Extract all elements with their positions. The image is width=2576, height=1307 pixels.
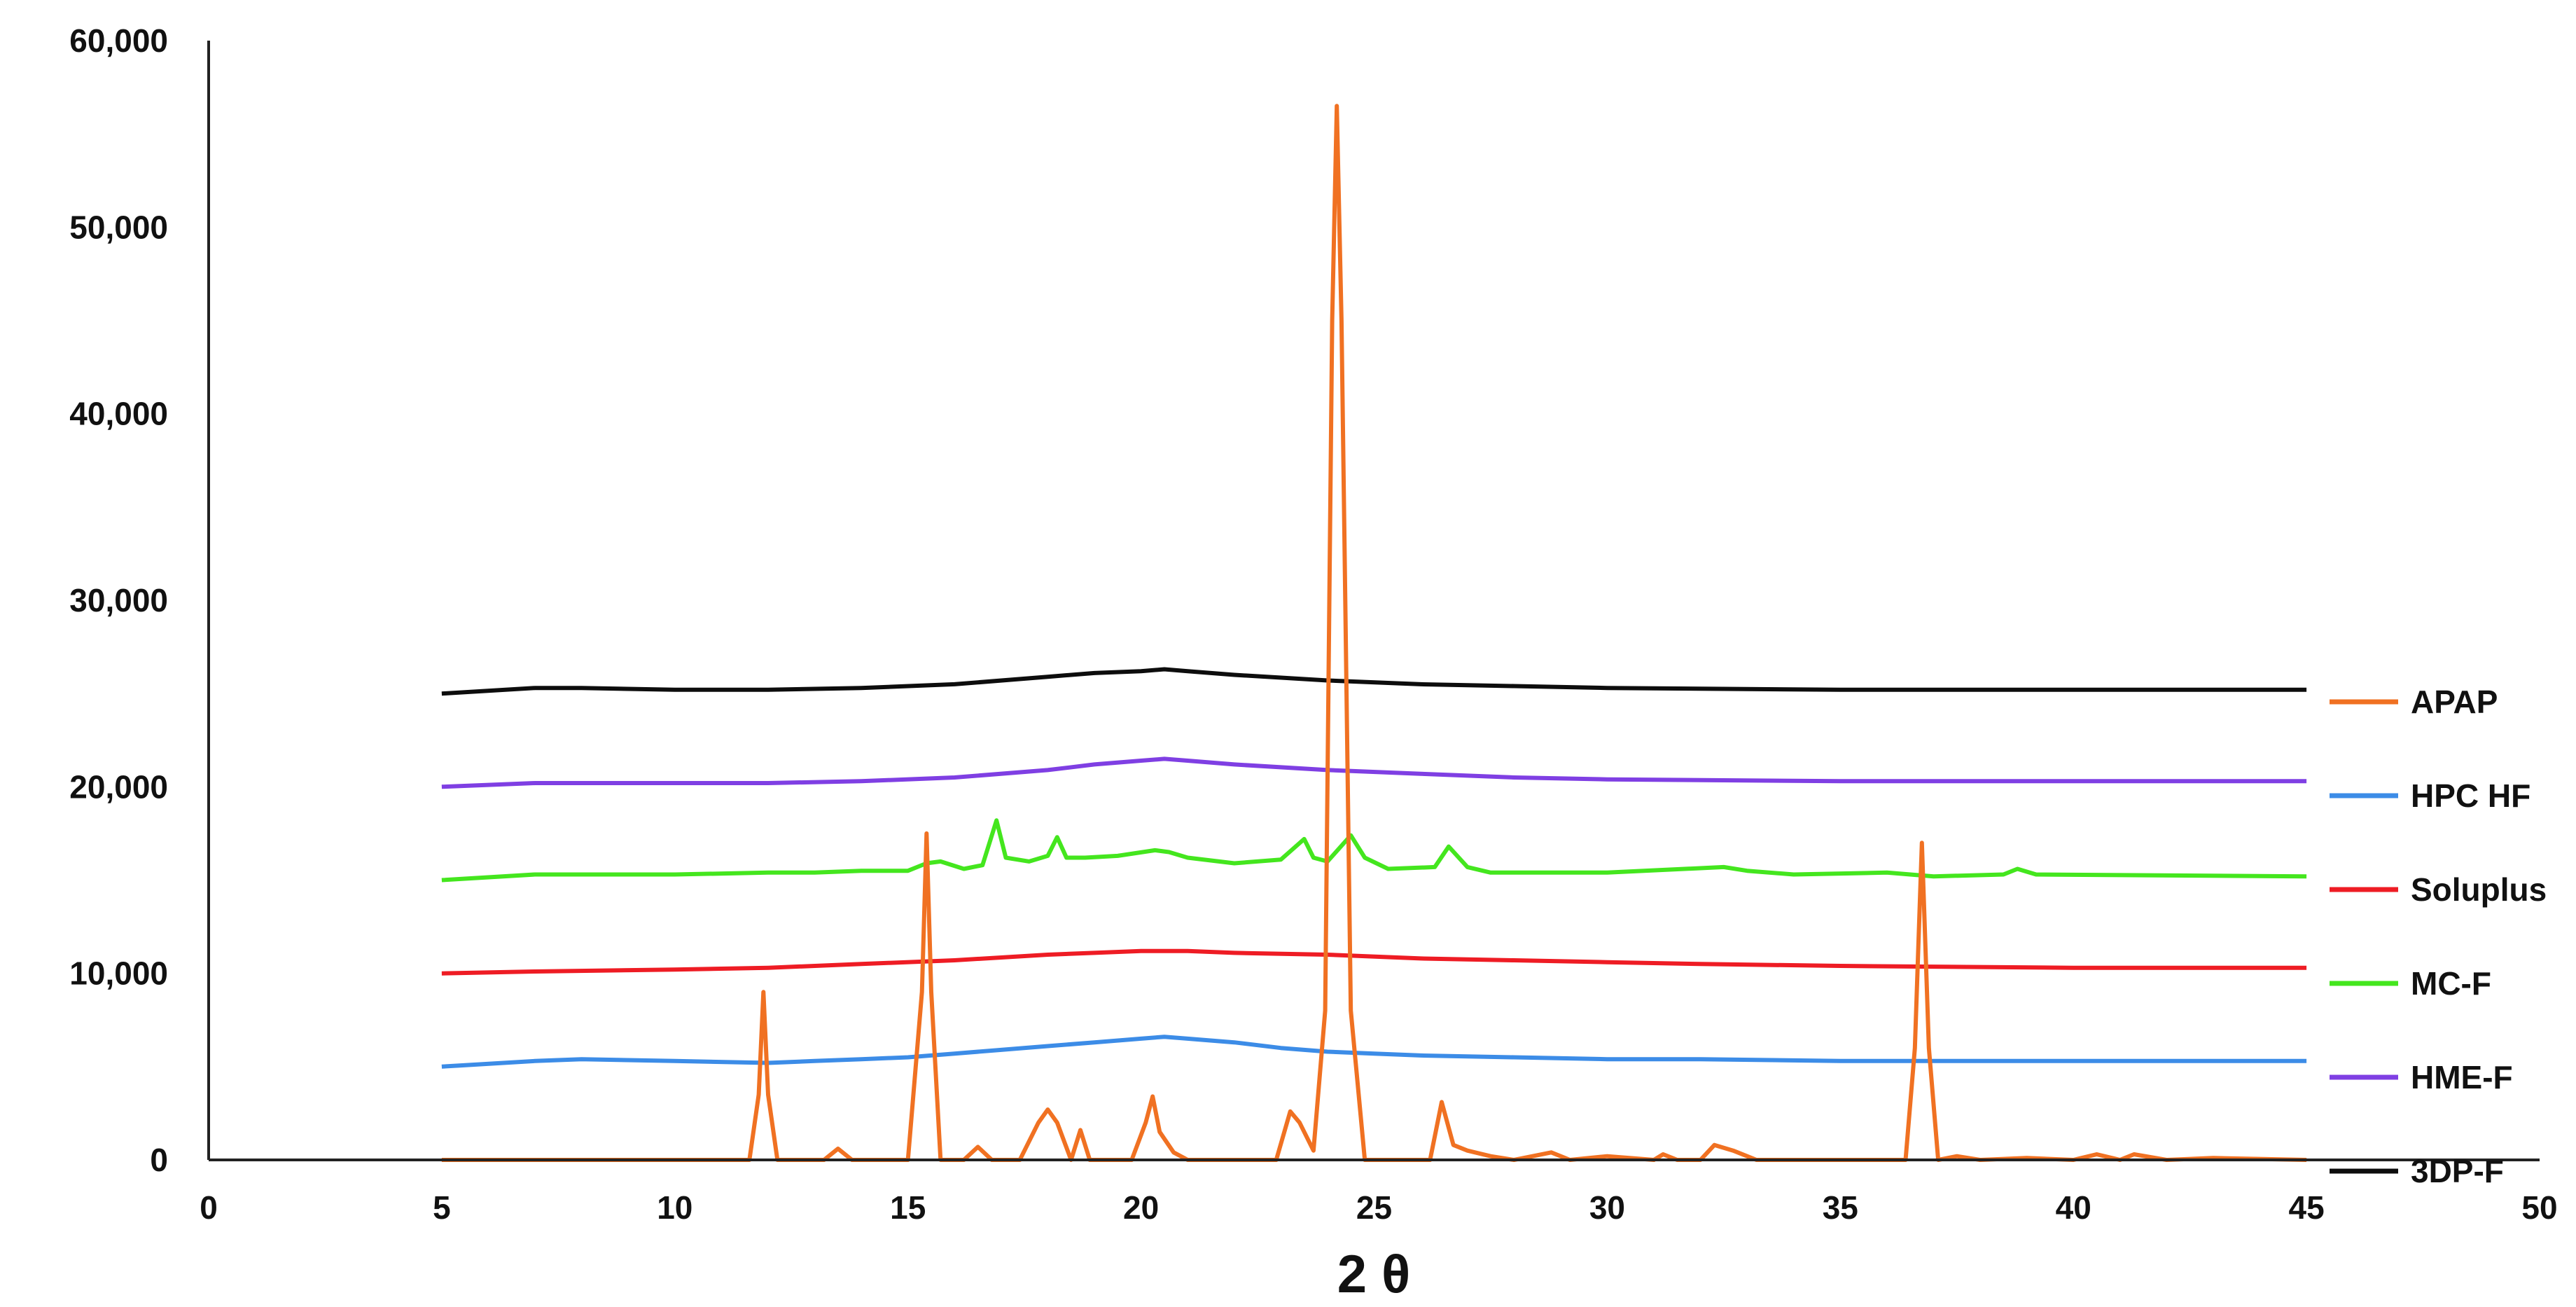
y-tick-label: 10,000: [69, 955, 168, 992]
legend: APAP HPC HF Soluplus MC-F HME-F 3DP-F: [2330, 684, 2547, 1189]
x-tick-label: 15: [890, 1189, 926, 1226]
legend-label-hpc-hf: HPC HF: [2411, 777, 2530, 814]
x-tick-label: 5: [433, 1189, 451, 1226]
x-tick-label: 30: [1589, 1189, 1625, 1226]
y-tick-label: 40,000: [69, 396, 168, 432]
series-line-soluplus: [441, 948, 2307, 976]
series-line-hme-f: [441, 756, 2307, 789]
x-tick-labels: 0 5 10 15 20 25 30 35 40 45 50: [200, 1189, 2557, 1226]
x-tick-label: 0: [200, 1189, 218, 1226]
series-line-hpc-hf: [441, 1035, 2307, 1069]
y-tick-label: 50,000: [69, 209, 168, 245]
x-axis-label: 2 θ: [1337, 1245, 1410, 1304]
legend-label-soluplus: Soluplus: [2411, 871, 2547, 908]
x-tick-label: 25: [1356, 1189, 1392, 1226]
plot-series: [441, 104, 2307, 1162]
y-tick-label: 20,000: [69, 768, 168, 805]
y-tick-label: 0: [150, 1142, 168, 1178]
y-tick-label: 30,000: [69, 582, 168, 618]
series-line-3dp-f: [441, 667, 2307, 696]
series-line-apap: [441, 104, 2307, 1162]
legend-label-3dp-f: 3DP-F: [2411, 1153, 2504, 1189]
series-line-mc-f: [441, 818, 2307, 883]
legend-label-mc-f: MC-F: [2411, 965, 2491, 1002]
x-tick-label: 35: [1823, 1189, 1858, 1226]
x-tick-label: 45: [2289, 1189, 2325, 1226]
x-tick-label: 20: [1123, 1189, 1159, 1226]
x-tick-label: 10: [657, 1189, 692, 1226]
y-tick-label: 60,000: [69, 22, 168, 59]
legend-label-apap: APAP: [2411, 684, 2498, 720]
x-tick-label: 40: [2056, 1189, 2091, 1226]
axes: [207, 41, 2540, 1161]
x-tick-label: 50: [2521, 1189, 2557, 1226]
y-tick-labels: 0 10,000 20,000 30,000 40,000 50,000 60,000: [69, 22, 168, 1178]
legend-label-hme-f: HME-F: [2411, 1059, 2513, 1095]
